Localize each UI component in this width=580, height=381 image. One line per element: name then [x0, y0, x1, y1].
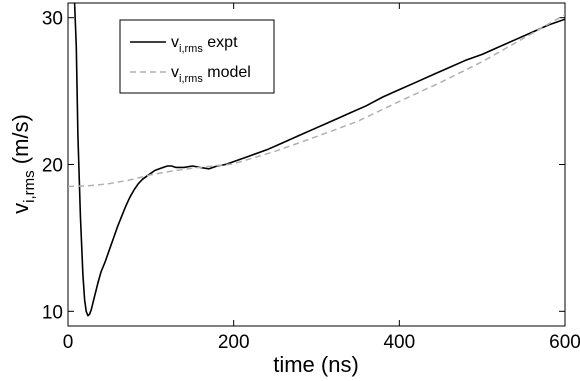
series-group: [68, 3, 565, 317]
y-axis-label-sub: i,rms: [21, 170, 38, 203]
y-axis-label-base: v: [8, 203, 33, 214]
legend-model-base: v: [171, 64, 179, 81]
legend-expt-suffix: expt: [203, 34, 238, 51]
x-tick-label: 400: [383, 332, 415, 353]
y-tick-label: 10: [42, 302, 63, 323]
axis-ticks: 0 200 400 600 10 20 30: [42, 3, 580, 353]
x-tick-label: 0: [63, 332, 74, 353]
legend-model-suffix: model: [203, 64, 251, 81]
y-axis-label-unit: (m/s): [8, 114, 33, 170]
legend-label-model: vi,rms model: [171, 64, 251, 85]
x-tick-label: 600: [549, 332, 580, 353]
legend-model-sub: i,rms: [179, 73, 203, 85]
series-line-expt: [73, 3, 565, 317]
legend-expt-sub: i,rms: [179, 43, 203, 55]
legend-expt-base: v: [171, 34, 179, 51]
legend-box: [119, 19, 275, 94]
y-axis-label: vi,rms (m/s): [8, 114, 38, 214]
legend-label-expt: vi,rms expt: [171, 34, 238, 55]
x-axis-label: time (ns): [273, 352, 359, 377]
y-tick-label: 20: [42, 156, 63, 177]
series-line-model: [68, 14, 565, 188]
x-tick-label: 200: [218, 332, 250, 353]
y-tick-label: 30: [42, 9, 63, 30]
legend: vi,rms expt vi,rms model: [119, 19, 275, 94]
